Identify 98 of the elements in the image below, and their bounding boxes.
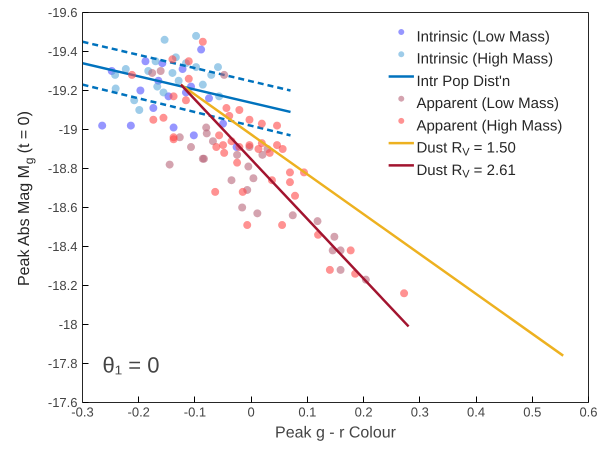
point [197,46,206,54]
point [273,141,282,150]
point [128,70,136,79]
point [238,188,247,196]
point [314,217,322,226]
point [336,266,345,274]
point [198,38,207,46]
point [159,114,168,122]
point [288,211,297,220]
point [198,80,207,89]
x-tick-label: -0.1 [184,404,206,420]
point [148,68,156,77]
legend-label: Intr Pop Dist'n [416,72,510,90]
legend-label: Intrinsic (High Mass) [416,50,554,68]
y-tick-label: -18.8 [48,161,78,176]
point [136,86,144,94]
point [219,141,228,150]
point [98,122,106,130]
point [249,174,258,182]
point [122,65,130,74]
point [243,221,252,230]
point [170,92,178,100]
point [400,289,408,298]
y-tick-label: -18.6 [48,200,78,215]
point [273,122,282,130]
point [286,168,294,176]
point [135,106,144,114]
x-tick-label: 0.5 [523,404,542,420]
point [258,120,266,128]
y-tick-label: -18.4 [48,239,78,254]
point [170,124,178,132]
y-tick-label: -18 [58,317,78,332]
point [330,232,338,241]
point [149,116,158,124]
point [214,63,222,72]
point [233,158,242,167]
point [141,57,150,66]
point [220,70,228,79]
legend-label: Intrinsic (Low Mass) [416,28,550,46]
point [233,150,242,159]
point [202,129,211,138]
y-tick-label: -19.6 [48,5,78,20]
point [278,221,286,230]
legend-label: Apparent (High Mass) [416,117,562,134]
point [286,178,294,186]
x-tick-label: -0.2 [128,404,150,420]
point [184,74,193,83]
point [245,116,254,124]
y-tick-label: -18.2 [48,278,78,293]
point [168,68,176,77]
point [149,104,158,112]
point [215,131,224,140]
point [220,148,228,157]
point [238,204,246,212]
y-tick-label: -17.8 [48,356,78,371]
x-tick-label: 0.2 [354,404,373,420]
point [211,188,220,196]
point [326,266,334,274]
point [153,82,162,91]
point [184,57,193,66]
point [244,162,252,171]
point [258,150,266,159]
point [168,55,176,64]
point [159,88,168,96]
y-axis-title: Peak Abs Mag Mg (t = 0) [16,111,36,286]
y-tick-label: -19.4 [48,44,78,59]
point [222,104,230,112]
point [227,176,236,184]
point [160,36,169,44]
point [212,143,220,152]
x-tick-label: 0 [248,404,255,420]
point [254,145,262,153]
x-tick-label: 0.3 [410,404,429,420]
point [174,76,183,85]
y-tick-label: -19.2 [48,83,78,98]
point [190,131,198,140]
point [192,32,200,40]
point [291,192,300,200]
point [182,96,190,104]
y-tick-label: -19 [58,122,78,137]
point [156,67,165,75]
point [266,148,274,157]
point [253,209,262,218]
x-tick-label: 0.1 [298,404,316,420]
point [187,143,196,152]
y-tick-label: -17.6 [48,395,78,410]
point [235,106,244,114]
point [205,94,213,102]
legend-label: Apparent (Low Mass) [416,95,560,112]
point [208,137,217,146]
point [166,160,174,169]
annotation: θ₁ = 0 [102,352,160,378]
x-tick-label: 0.4 [467,404,486,420]
point [346,246,355,254]
point [126,122,135,130]
x-axis-title: Peak g - r Colour [275,424,397,442]
point [278,145,287,153]
x-tick-label: 0.6 [579,404,598,420]
